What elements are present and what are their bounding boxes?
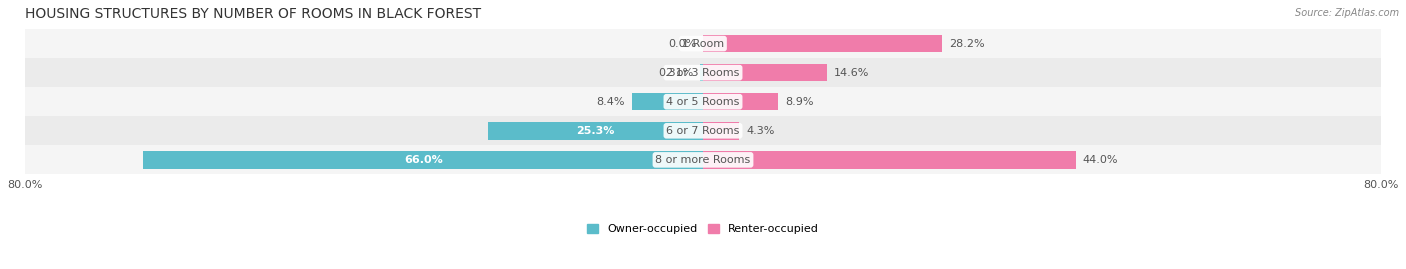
Bar	[703, 64, 827, 82]
Text: 6 or 7 Rooms: 6 or 7 Rooms	[666, 126, 740, 136]
Text: 4.3%: 4.3%	[747, 126, 775, 136]
Text: 25.3%: 25.3%	[576, 126, 614, 136]
Bar	[631, 93, 703, 111]
Bar	[488, 122, 703, 140]
Bar	[25, 145, 1381, 174]
Text: 44.0%: 44.0%	[1083, 155, 1118, 165]
Text: 28.2%: 28.2%	[949, 38, 984, 49]
Text: 8 or more Rooms: 8 or more Rooms	[655, 155, 751, 165]
Text: 8.9%: 8.9%	[786, 97, 814, 107]
Text: 4 or 5 Rooms: 4 or 5 Rooms	[666, 97, 740, 107]
Legend: Owner-occupied, Renter-occupied: Owner-occupied, Renter-occupied	[586, 224, 820, 234]
Bar	[25, 116, 1381, 145]
Bar	[703, 122, 740, 140]
Text: Source: ZipAtlas.com: Source: ZipAtlas.com	[1295, 8, 1399, 18]
Bar	[143, 151, 703, 169]
Text: 66.0%: 66.0%	[404, 155, 443, 165]
Bar	[703, 93, 779, 111]
Text: 1 Room: 1 Room	[682, 38, 724, 49]
Bar	[25, 29, 1381, 58]
Text: 0.0%: 0.0%	[668, 38, 696, 49]
Text: 14.6%: 14.6%	[834, 68, 869, 78]
Text: 8.4%: 8.4%	[596, 97, 626, 107]
Bar	[703, 151, 1076, 169]
Bar	[703, 35, 942, 52]
Text: HOUSING STRUCTURES BY NUMBER OF ROOMS IN BLACK FOREST: HOUSING STRUCTURES BY NUMBER OF ROOMS IN…	[25, 7, 481, 21]
Bar	[700, 64, 703, 82]
Text: 0.31%: 0.31%	[658, 68, 693, 78]
Bar	[25, 58, 1381, 87]
Bar	[25, 87, 1381, 116]
Text: 2 or 3 Rooms: 2 or 3 Rooms	[666, 68, 740, 78]
